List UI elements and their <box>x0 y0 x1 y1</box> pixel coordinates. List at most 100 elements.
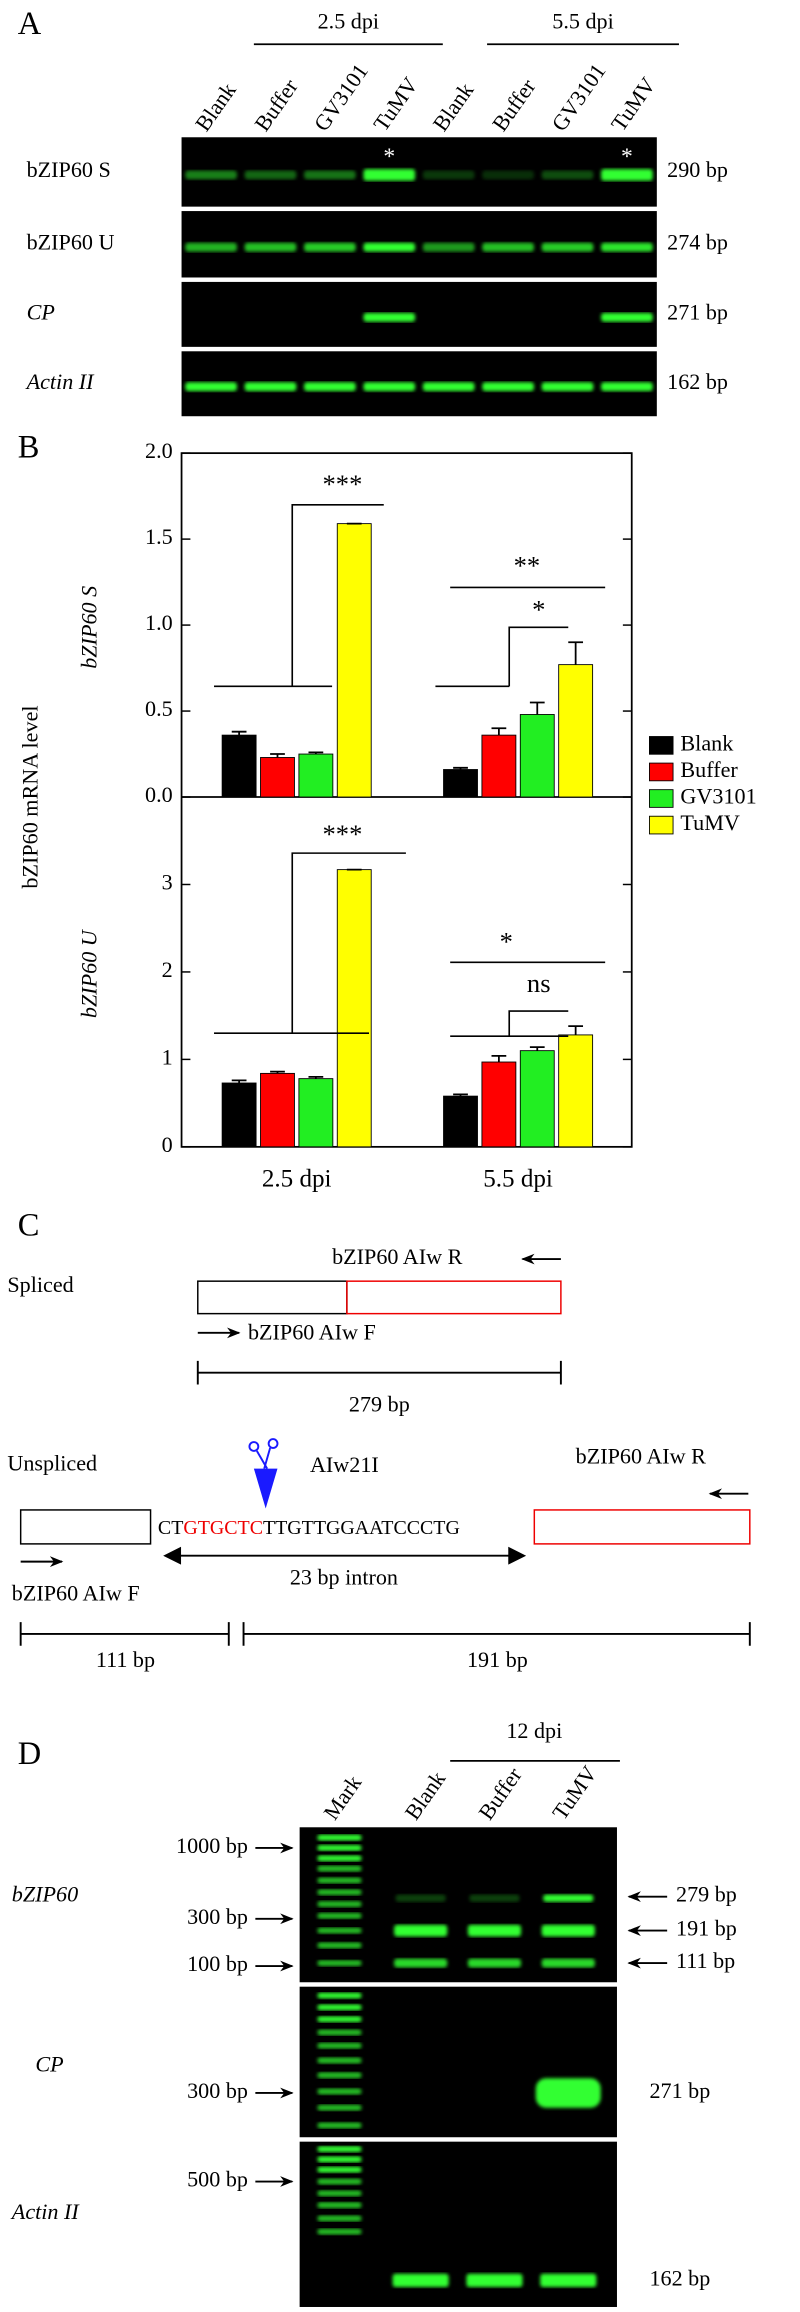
error-bar <box>491 1055 507 1063</box>
gel-band <box>185 242 237 252</box>
band-asterisk: * <box>383 144 395 170</box>
lane-label: Mark <box>318 1770 367 1824</box>
y-tick-label: 1 <box>162 1044 173 1069</box>
gel-band <box>317 2104 362 2111</box>
band-size: 162 bp <box>649 2265 710 2290</box>
legend-label: Buffer <box>680 757 738 782</box>
gel-band <box>363 242 416 252</box>
gel-band <box>317 2088 362 2095</box>
row-label: bZIP60 <box>12 1882 78 1907</box>
group-label: 12 dpi <box>506 1718 562 1743</box>
gel-band <box>244 242 297 252</box>
error-bar <box>529 1046 545 1051</box>
bar <box>260 757 295 798</box>
panel-label: B <box>18 430 40 466</box>
y-axis-label: bZIP60 U <box>77 928 102 1018</box>
group-label: 5.5 dpi <box>552 9 613 34</box>
gel-band <box>317 2228 362 2235</box>
primer-label: bZIP60 AIw R <box>332 1244 463 1269</box>
intron-bracket <box>163 1546 527 1565</box>
lane-label: Buffer <box>473 1762 527 1824</box>
gel-band <box>467 1924 522 1937</box>
enzyme-label: AIw21I <box>310 1452 379 1477</box>
bar <box>558 1034 594 1148</box>
y-tick-label: 0.0 <box>145 782 173 807</box>
panel-label: C <box>18 1207 40 1243</box>
gel-band <box>317 1834 362 1841</box>
length-bar <box>196 1360 562 1385</box>
significance-label: *** <box>323 469 363 499</box>
ladder-label: 1000 bp <box>176 1833 248 1858</box>
error-bar <box>231 730 247 736</box>
gel-band <box>317 1912 362 1919</box>
row-label: CP <box>35 2051 63 2076</box>
panel-label: A <box>18 6 42 42</box>
y-tick-label: 0.5 <box>145 696 173 721</box>
ladder-label: 100 bp <box>187 1951 248 1976</box>
bar <box>481 1061 517 1148</box>
significance-bracket <box>450 1010 569 1037</box>
error-bar <box>568 1025 584 1035</box>
band-size: 162 bp <box>667 369 728 394</box>
gel-band <box>317 1844 362 1851</box>
length-bar <box>19 1622 751 1646</box>
significance-label: * <box>500 927 513 957</box>
gel-band <box>317 2057 362 2064</box>
sequence-part: CT <box>158 1517 183 1539</box>
gel-band <box>317 2146 362 2153</box>
y-axis-label: bZIP60 mRNA level <box>18 705 43 888</box>
ladder-label: 300 bp <box>187 1904 248 1929</box>
bar <box>336 523 372 798</box>
gel-band <box>601 382 653 392</box>
gel-band <box>317 1942 362 1949</box>
scissors-icon <box>248 1438 279 1470</box>
gel-band <box>317 1855 362 1862</box>
error-bar <box>270 1070 285 1074</box>
lane-label: TuMV <box>547 1761 602 1824</box>
gel-band <box>304 382 356 392</box>
length-label: 111 bp <box>96 1647 155 1672</box>
gel-band <box>422 382 475 392</box>
bar <box>298 753 334 798</box>
row-label: Actin II <box>10 2199 81 2224</box>
gel-band <box>185 382 237 392</box>
exon-box <box>533 1509 751 1545</box>
gel-band <box>317 2156 362 2163</box>
lane-label: GV3101 <box>546 59 610 136</box>
gel-band <box>317 1960 362 1967</box>
panel-c: C Spliced bZIP60 AIw R bZIP60 AIw F 279 … <box>7 1207 751 1672</box>
gel-band <box>185 170 237 180</box>
gel-band <box>541 170 594 180</box>
gel-band <box>317 2122 362 2129</box>
gel-band <box>541 382 594 392</box>
gel-band <box>317 2042 362 2049</box>
lane-label: TuMV <box>368 73 423 136</box>
gel-band <box>317 2190 362 2197</box>
gel-band <box>540 2273 597 2288</box>
error-bar <box>453 1093 468 1097</box>
significance-label: ** <box>514 550 541 580</box>
row-label: CP <box>27 299 55 324</box>
gel-band <box>466 2273 523 2288</box>
band-size: 290 bp <box>667 157 728 182</box>
significance-label: *** <box>323 819 363 849</box>
gel-band <box>482 170 534 180</box>
lane-label: TuMV <box>606 73 661 136</box>
gel-band <box>394 1958 448 1968</box>
length-label: 279 bp <box>349 1392 410 1417</box>
gel-band <box>469 1894 520 1902</box>
gel-band <box>601 169 653 181</box>
band-size: 279 bp <box>676 1882 737 1907</box>
exon-box <box>197 1280 348 1315</box>
error-bar <box>270 753 285 758</box>
gel-band <box>317 2016 362 2023</box>
gel-row <box>181 281 657 347</box>
error-bar <box>491 727 507 736</box>
ladder-label: 500 bp <box>187 2167 248 2192</box>
bar <box>260 1072 295 1148</box>
gel-band <box>601 312 653 322</box>
sequence-part: TTGTTGGAATCCCTG <box>263 1517 460 1539</box>
error-bar <box>231 1079 247 1084</box>
bar <box>519 714 555 798</box>
construct-label: Unspliced <box>7 1451 97 1476</box>
